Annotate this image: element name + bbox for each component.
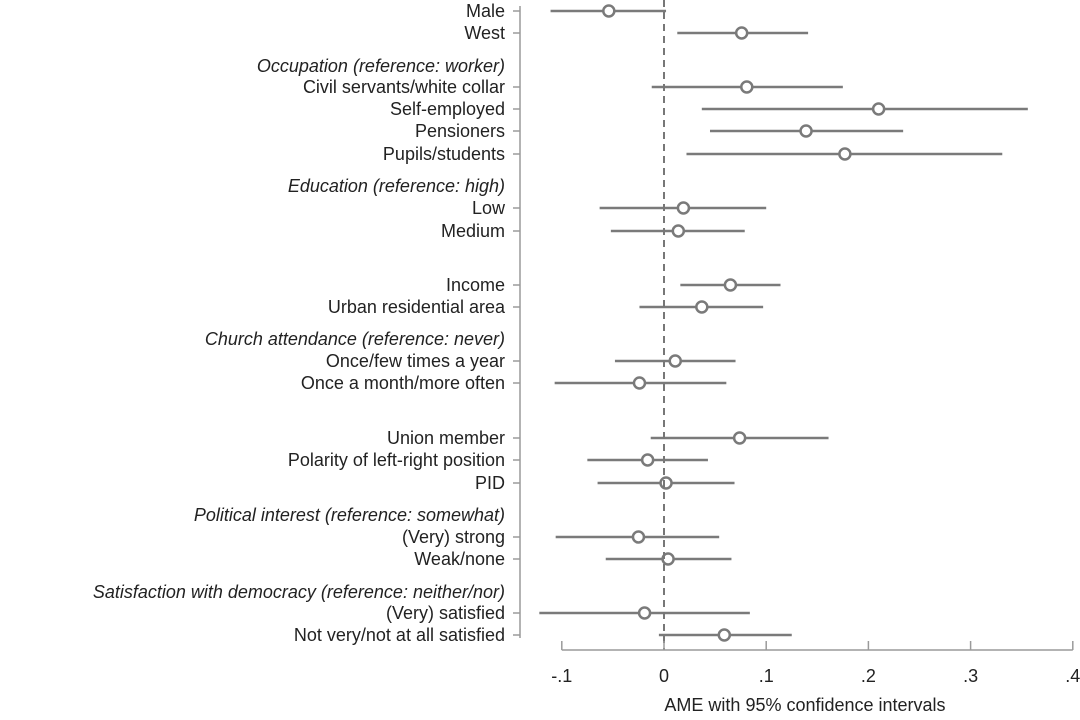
coefficient-row: Pupils/students [383,144,1003,164]
row-label: Pensioners [415,121,505,141]
point-estimate [659,476,673,490]
coefficient-row: Civil servants/white collar [303,77,843,97]
row-label: Self-employed [390,99,505,119]
point-estimate [734,26,749,40]
row-label: Urban residential area [328,297,506,317]
row-label: Union member [387,428,505,448]
x-tick-label: .3 [963,666,978,686]
row-label: Not very/not at all satisfied [294,625,505,645]
point-estimate [640,453,655,467]
coefficient-row: PID [475,473,735,493]
group-header: Church attendance (reference: never) [205,329,505,349]
point-estimate [602,4,616,18]
point-estimate [838,147,852,161]
row-label: Low [472,198,506,218]
coefficient-row: (Very) satisfied [386,603,750,623]
point-estimate [631,530,646,544]
row-label: Polarity of left-right position [288,450,505,470]
point-estimate [671,224,686,238]
x-tick-label: .4 [1065,666,1080,686]
point-estimate [632,376,647,390]
row-label: PID [475,473,505,493]
coefficient-row: Self-employed [390,99,1028,119]
row-label: West [464,23,505,43]
row-label: Once/few times a year [326,351,505,371]
row-label: Male [466,1,505,21]
coefficient-row: Polarity of left-right position [288,450,708,470]
coefficient-row: Low [472,198,767,218]
x-axis-title: AME with 95% confidence intervals [664,695,945,715]
row-label: Income [446,275,505,295]
point-estimate [637,606,652,620]
point-estimate [676,201,691,215]
point-estimate [717,628,732,642]
point-estimate [695,300,709,314]
coefficient-row: Urban residential area [328,297,764,317]
group-header: Political interest (reference: somewhat) [194,505,505,525]
row-label: Civil servants/white collar [303,77,505,97]
x-tick-label: .2 [861,666,876,686]
row-label: Weak/none [414,549,505,569]
row-label: Pupils/students [383,144,505,164]
point-estimate [723,278,738,292]
row-label: Medium [441,221,505,241]
group-header-label: Political interest (reference: somewhat) [194,505,505,525]
coefficient-row: Union member [387,428,829,448]
point-estimate [668,354,682,368]
point-estimate [871,102,886,116]
coefficient-row: Income [446,275,781,295]
group-header: Satisfaction with democracy (reference: … [93,582,505,602]
coefficient-row: Male [466,1,667,21]
point-estimate [740,80,754,94]
x-tick-label: -.1 [551,666,572,686]
row-label: (Very) strong [402,527,505,547]
group-header-label: Occupation (reference: worker) [257,56,505,76]
coefficient-row: (Very) strong [402,527,720,547]
point-estimate [661,552,675,566]
group-header: Education (reference: high) [288,176,505,196]
coefficient-row: Once a month/more often [301,373,727,393]
coefficient-row: Medium [441,221,745,241]
group-header-label: Church attendance (reference: never) [205,329,505,349]
x-tick-label: .1 [759,666,774,686]
row-label: Once a month/more often [301,373,505,393]
x-tick-label: 0 [659,666,669,686]
coefficient-row: Pensioners [415,121,904,141]
group-header-label: Education (reference: high) [288,176,505,196]
group-header: Occupation (reference: worker) [257,56,505,76]
coefficient-row: Not very/not at all satisfied [294,625,792,645]
group-header-label: Satisfaction with democracy (reference: … [93,582,505,602]
point-estimate [732,431,747,445]
coefficient-row: West [464,23,809,43]
point-estimate [799,124,813,138]
row-label: (Very) satisfied [386,603,505,623]
coefficient-row: Weak/none [414,549,732,569]
coefficient-row: Once/few times a year [326,351,736,371]
